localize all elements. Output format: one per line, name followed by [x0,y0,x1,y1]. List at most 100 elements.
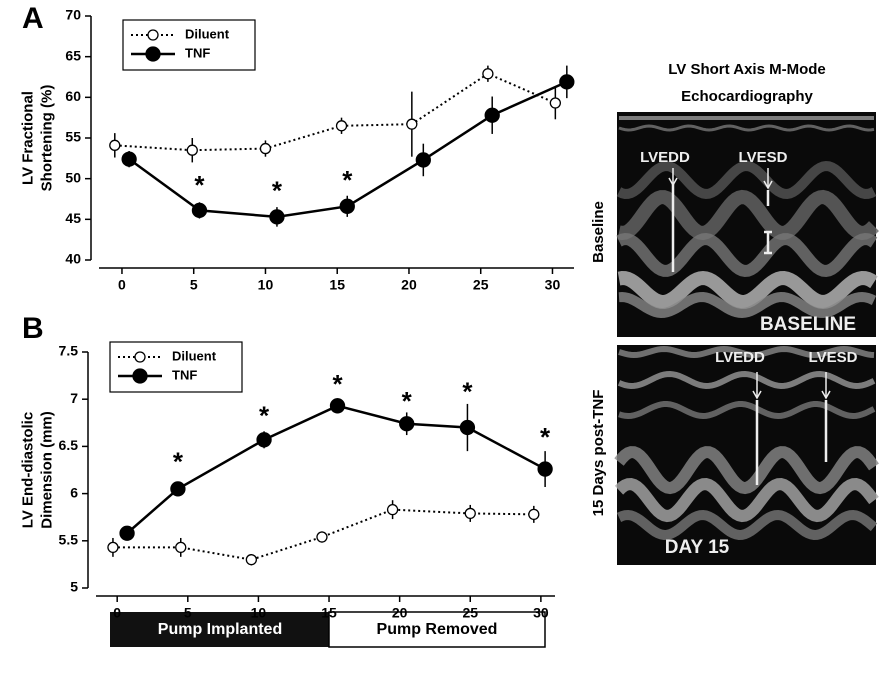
data-point [399,416,415,432]
echo-wave [614,446,879,495]
echo-wave [614,478,879,523]
data-point [559,74,575,90]
echo-image [614,116,879,540]
echo-arrow-head [668,177,678,187]
significance-marker: * [332,369,343,399]
y-tick-label: 40 [65,251,81,267]
significance-marker: * [272,176,283,206]
x-tick-label: 5 [190,277,198,293]
significance-marker: * [462,377,473,407]
x-tick-label: 30 [533,605,549,621]
data-point [482,68,494,80]
panel-label: A [22,2,44,35]
y-tick-label: 7 [70,390,78,406]
y-tick-label: 50 [65,169,81,185]
pump-removed-label: Pump Removed [377,621,498,638]
data-point [316,531,328,543]
data-point [170,481,186,497]
legend-marker [132,368,148,384]
data-point [415,152,431,168]
y-axis-label: LV End-diastolic [19,412,36,528]
legend-box [122,19,256,71]
x-tick-label: 20 [401,277,417,293]
y-tick-label: 7.5 [59,343,79,359]
legend-marker [134,351,146,363]
x-tick-label: 20 [392,605,408,621]
data-point [256,432,272,448]
echo-side-label: 15 Days post-TNF [590,390,607,517]
data-point [259,142,272,155]
significance-marker: * [194,170,205,200]
legend-marker [145,46,161,62]
echo-wave [618,291,877,319]
echo-label: LVEDD [715,349,765,366]
echo-arrow-head [752,390,762,400]
echo-wave [617,189,879,241]
x-tick-label: 0 [113,605,121,621]
x-tick-label: 30 [545,277,561,293]
y-tick-label: 65 [65,47,81,63]
legend-label: Diluent [185,26,230,41]
legend-label: TNF [172,367,197,382]
y-tick-label: 6.5 [59,437,79,453]
echo-wave [618,124,875,132]
significance-marker: * [342,165,353,195]
data-point [484,107,500,123]
x-tick-label: 10 [251,605,267,621]
y-tick-label: 45 [65,210,81,226]
y-tick-label: 5 [70,579,78,595]
data-point [175,541,187,554]
data-point [186,144,198,156]
y-tick-label: 60 [65,88,81,104]
echo-arrow-head [763,180,773,190]
y-tick-label: 6 [70,484,78,500]
legend-box [109,341,243,393]
data-point [549,97,561,109]
data-point [406,118,418,130]
series-line [126,404,546,535]
echo-label: LVESD [809,349,858,366]
y-tick-label: 70 [65,7,81,23]
echo-stamp: BASELINE [760,314,856,335]
panel-label: B [22,312,44,345]
legend-label: TNF [185,45,210,60]
y-tick-label: 5.5 [59,532,79,548]
echo-stamp: DAY 15 [665,537,730,558]
significance-marker: * [173,447,184,477]
x-tick-label: 15 [321,605,337,621]
significance-marker: * [540,422,551,452]
echo-divider [617,337,876,345]
data-point [121,151,137,167]
x-tick-label: 0 [118,277,126,293]
echo-wave [616,509,878,540]
legend-label: Diluent [172,348,217,363]
data-point [459,419,476,436]
echo-label: LVEDD [640,149,690,166]
data-point [191,202,208,219]
echo-wave [616,160,877,200]
echo-wave [616,232,878,278]
echo-title: LV Short Axis M-Mode [668,61,826,78]
data-point [107,541,119,554]
data-point [335,120,348,132]
echo-wave [618,345,875,359]
x-tick-label: 10 [258,277,274,293]
echo-side-label: Baseline [590,201,607,263]
data-point [119,525,135,541]
data-point [537,461,553,477]
x-tick-label: 5 [184,605,192,621]
pump-implanted-label: Pump Implanted [158,621,282,638]
pump-removed-bar [328,611,546,648]
data-point [109,139,121,151]
significance-marker: * [259,400,270,430]
echo-title: Echocardiography [681,88,813,105]
echo-wave [617,371,876,389]
pump-implanted-bar [110,612,329,647]
echo-wave [617,270,878,310]
data-point [464,507,476,520]
echo-label: LVESD [739,149,788,166]
data-point [245,554,258,566]
echo-arrow-head [821,390,831,400]
y-axis-label: Shortening (%) [38,85,55,192]
